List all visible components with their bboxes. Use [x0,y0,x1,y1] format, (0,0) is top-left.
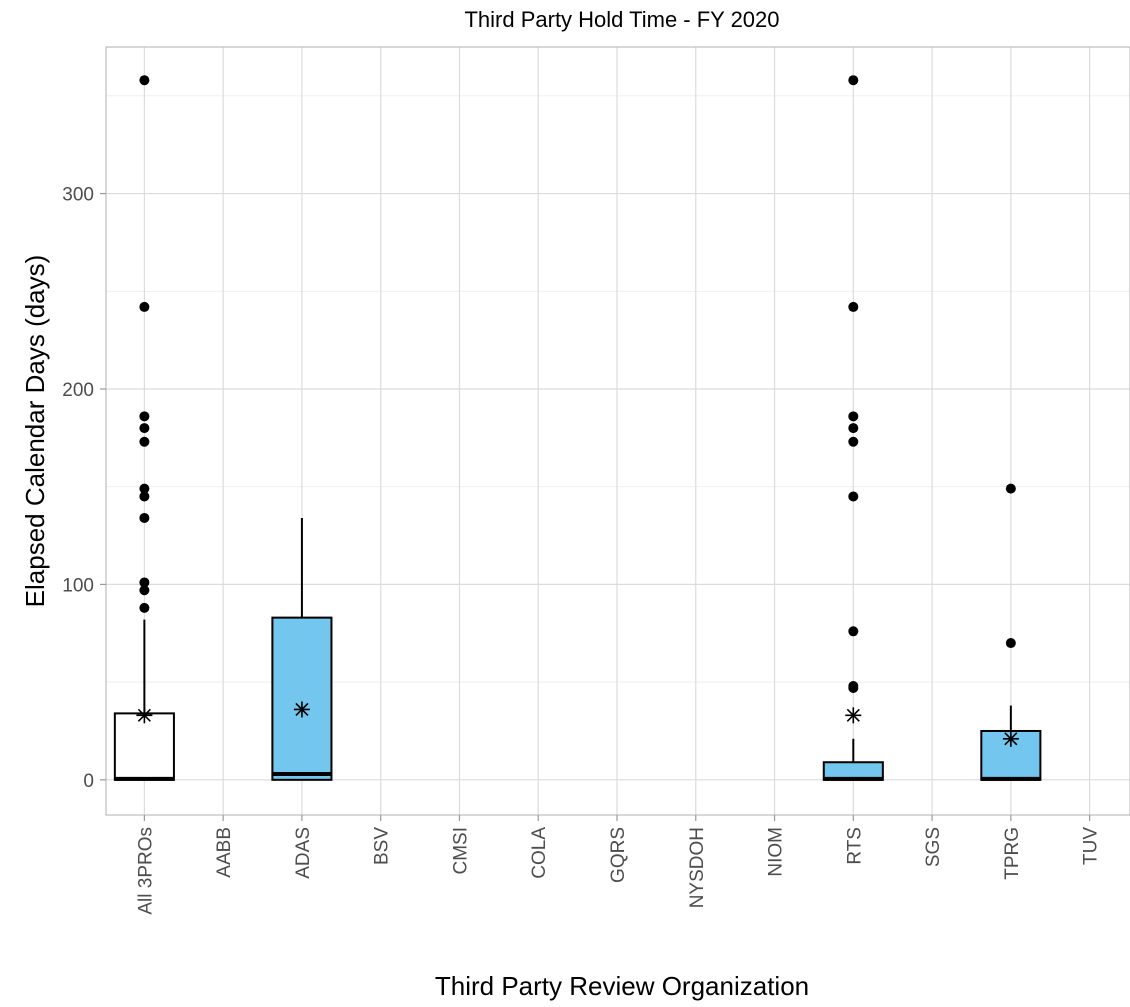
y-tick-label: 0 [83,771,94,792]
y-tick-label: 200 [62,380,94,401]
outlier-point [139,585,150,596]
outlier-point [848,301,859,312]
panel-border [105,46,1130,816]
mean-marker-rts [846,708,860,722]
x-tick-label: RTS [844,827,865,865]
outlier-point [139,411,150,422]
x-tick-label: All 3PROs [135,827,156,915]
x-tick-label: NIOM [766,827,787,877]
outlier-point [139,301,150,312]
outlier-point [139,491,150,502]
y-tick-label: 300 [62,185,94,206]
plot-panel: 0 100 200 300 All 3PROs AABB ADAS BSV CMSI COLA GQ… [62,46,1130,915]
outlier-point [848,423,859,434]
x-tick-label: ADAS [293,827,314,879]
y-axis-label: Elapsed Calendar Days (days) [20,255,50,608]
outlier-point [139,423,150,434]
x-tick-label: AABB [214,827,235,878]
x-tick-label: SGS [923,827,944,867]
x-tick-label: TUV [1081,827,1102,865]
outlier-point [848,491,859,502]
box-adas [271,616,333,781]
mean-marker-adas [295,702,309,717]
x-tick-label: TPRG [1002,827,1023,880]
outlier-point [848,411,859,422]
outlier-point [139,512,150,523]
outlier-point [1005,638,1016,649]
mean-marker-tprg [1004,732,1018,746]
outlier-point [848,626,859,637]
x-tick-label: COLA [529,827,550,879]
x-tick-label: NYSDOH [687,827,708,908]
x-tick-label: CMSI [450,827,471,875]
box-all-3pros [113,712,175,781]
outlier-point [848,436,859,447]
x-tick-label: GQRS [608,827,629,883]
outlier-point [848,75,859,86]
y-tick-label: 100 [62,575,94,596]
x-tick-label: BSV [372,827,393,865]
mean-marker-all-3pros [137,708,151,722]
outlier-point [848,681,859,692]
x-axis-label: Third Party Review Organization [435,971,809,1001]
outlier-point [139,577,150,588]
outlier-point [1005,483,1016,494]
outlier-point [139,75,150,86]
outlier-point [139,602,150,613]
outlier-point [139,436,150,447]
outlier-point [139,483,150,494]
chart-title: Third Party Hold Time - FY 2020 [464,7,779,32]
